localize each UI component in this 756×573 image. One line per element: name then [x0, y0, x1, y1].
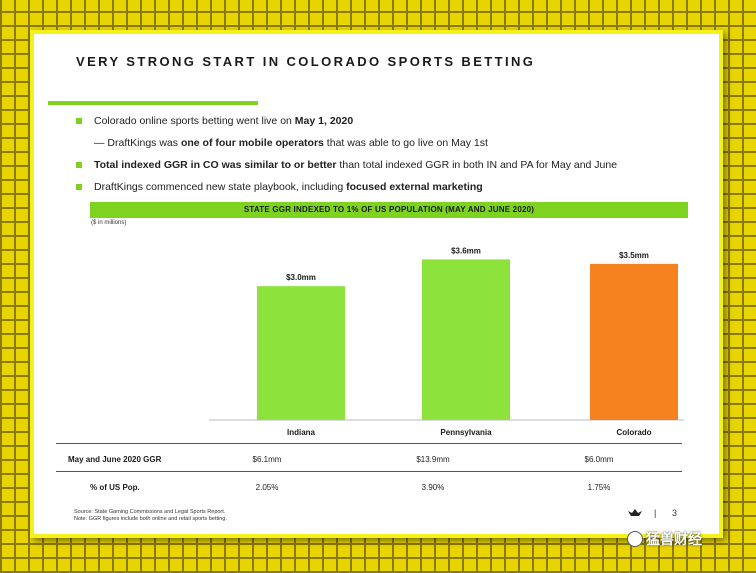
bullet-square-icon — [76, 118, 82, 124]
bullet-text: than total indexed GGR in both IN and PA… — [336, 159, 618, 171]
bullet-text: — DraftKings was — [94, 137, 181, 149]
bar-colorado — [590, 263, 678, 420]
source-note: Source: State Gaming Commissions and Leg… — [74, 509, 227, 523]
bullet-square-icon — [76, 162, 82, 168]
note-line: Note: GGR figures include both online an… — [74, 516, 227, 522]
bullet-text: DraftKings commenced new state playbook,… — [94, 181, 347, 193]
table-cell: $6.0mm — [584, 455, 614, 464]
source-line: Source: State Gaming Commissions and Leg… — [74, 509, 226, 515]
bullet-square-icon — [76, 184, 82, 190]
bar-indiana — [257, 286, 345, 420]
category-label: Pennsylvania — [440, 428, 492, 437]
category-label: Colorado — [616, 428, 651, 437]
bullet-bold-text: Total indexed GGR in CO was similar to o… — [94, 159, 337, 171]
bullet-bold-text: May 1, 2020 — [294, 115, 354, 127]
page-number: 3 — [672, 508, 678, 518]
footer-separator: | — [654, 508, 657, 518]
table-cell: $13.9mm — [416, 455, 450, 464]
table-row-label: May and June 2020 GGR — [68, 455, 162, 464]
wechat-icon — [627, 531, 643, 547]
bullet-text: Colorado online sports betting went live… — [94, 115, 295, 127]
chart-header: STATE GGR INDEXED TO 1% OF US POPULATION… — [90, 202, 688, 218]
table-middle-divider — [56, 471, 682, 472]
bullet-bold-text: one of four mobile operators — [180, 137, 324, 149]
category-label: Indiana — [287, 428, 316, 437]
table-row-label: % of US Pop. — [90, 483, 140, 492]
table-cell: 1.75% — [587, 483, 611, 492]
data-label: $3.6mm — [451, 246, 481, 255]
bullet-text: that was able to go live on May 1st — [323, 137, 488, 149]
chart-units-label: ($ in millions) — [91, 220, 127, 226]
title-accent-bar — [48, 101, 258, 105]
table-cell: 2.05% — [255, 483, 279, 492]
data-label: $3.0mm — [286, 273, 316, 282]
table-top-divider — [56, 443, 682, 444]
watermark: 猛兽财经 — [646, 531, 702, 547]
slide-title: VERY STRONG START IN COLORADO SPORTS BET… — [76, 54, 536, 69]
bar-chart: $3.0mm Indiana $3.6mm Pennsylvania $3.5mm Col… — [209, 246, 684, 437]
table-cell: $6.1mm — [252, 455, 282, 464]
bar-pennsylvania — [422, 259, 510, 420]
slide: VERY STRONG START IN COLORADO SPORTS BET… — [30, 30, 723, 538]
bullet-bold-text: focused external marketing — [346, 181, 483, 193]
table-cell: 3.90% — [421, 483, 445, 492]
data-label: $3.5mm — [619, 251, 649, 260]
draftkings-crown-icon — [628, 509, 642, 516]
